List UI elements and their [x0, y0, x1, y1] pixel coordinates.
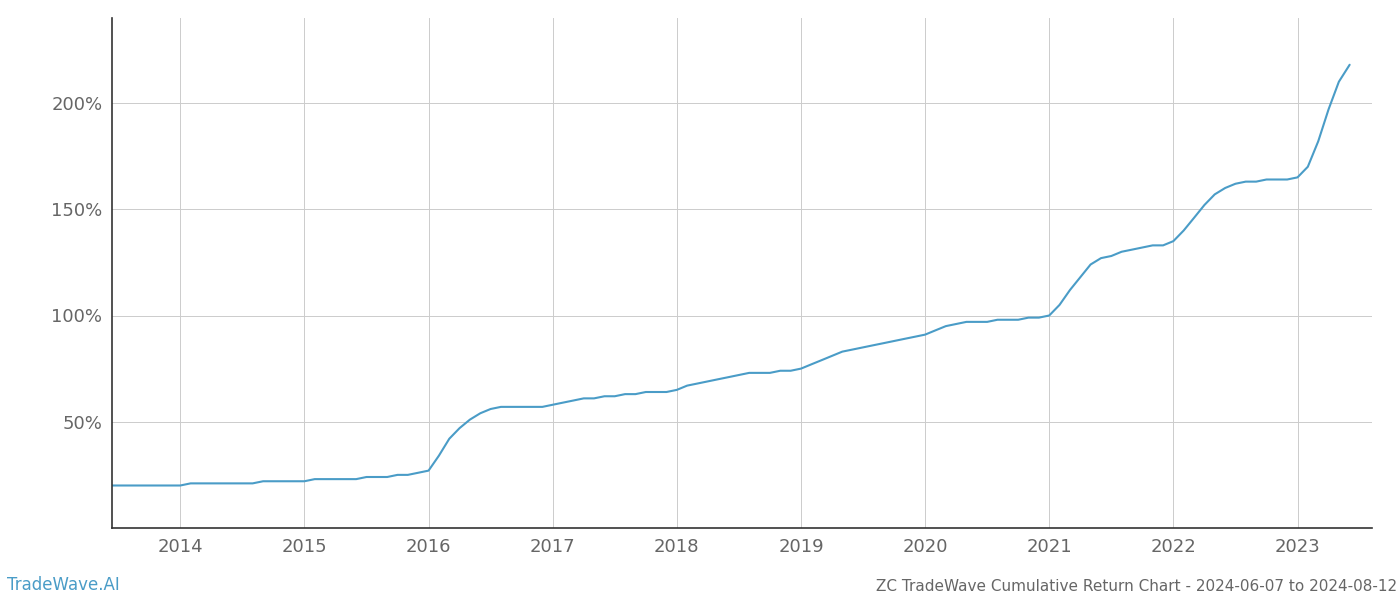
Text: TradeWave.AI: TradeWave.AI	[7, 576, 120, 594]
Text: ZC TradeWave Cumulative Return Chart - 2024-06-07 to 2024-08-12: ZC TradeWave Cumulative Return Chart - 2…	[876, 579, 1397, 594]
